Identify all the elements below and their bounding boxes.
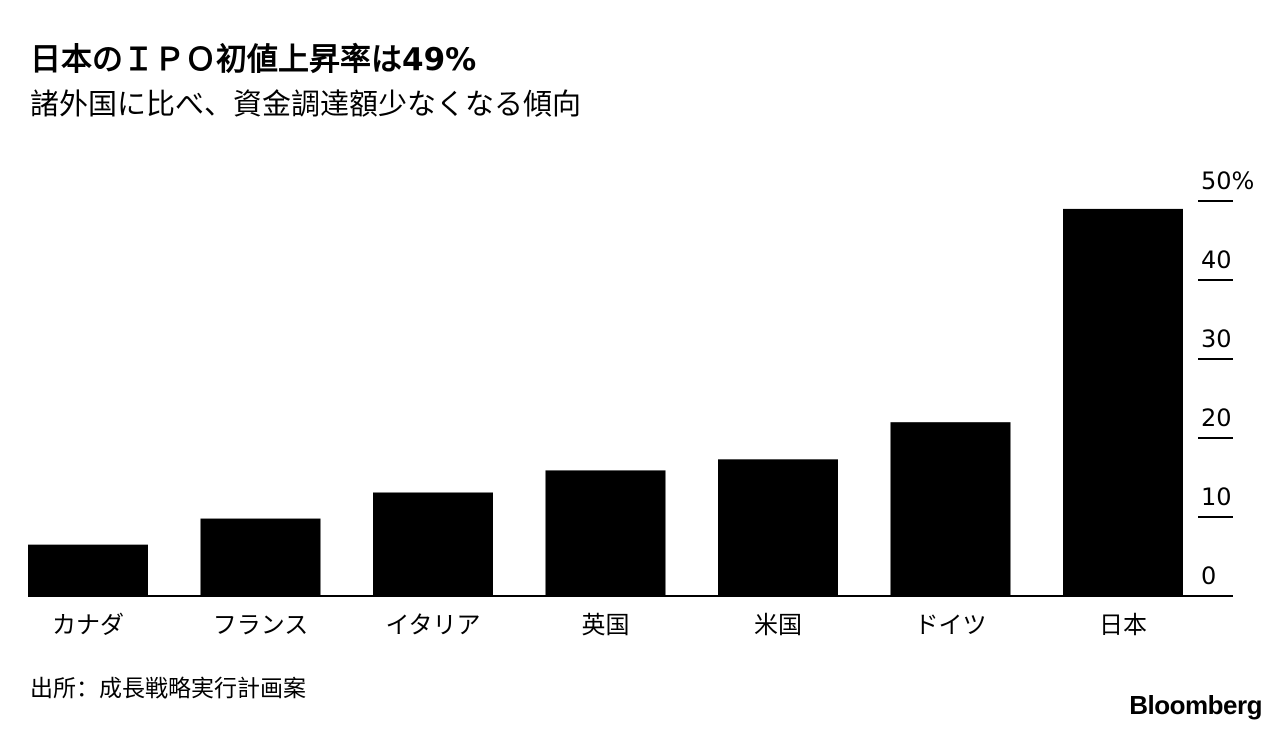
bar xyxy=(890,422,1011,596)
y-tick-label: 50% xyxy=(1201,167,1254,195)
y-tick-label: 30 xyxy=(1201,325,1232,353)
bloomberg-logo: Bloomberg xyxy=(1129,690,1262,720)
y-tick-label: 20 xyxy=(1201,404,1232,432)
x-tick-label: カナダ xyxy=(52,611,124,639)
bar xyxy=(373,492,493,596)
source-note: 出所：成長戦略実行計画案 xyxy=(30,676,306,702)
x-tick-label: イタリア xyxy=(385,611,480,639)
y-axis: 0 10 20 30 40 50% xyxy=(1198,167,1254,590)
bar xyxy=(545,470,666,596)
x-axis-labels: カナダ フランス イタリア 英国 米国 ドイツ 日本 xyxy=(52,611,1147,639)
chart-title: 日本のＩＰＯ初値上昇率は49% xyxy=(30,42,477,78)
y-tick-label: 40 xyxy=(1201,246,1232,274)
chart-subtitle: 諸外国に比べ、資金調達額少なくなる傾向 xyxy=(30,87,582,121)
x-tick-label: 英国 xyxy=(582,611,630,639)
x-tick-label: フランス xyxy=(213,611,309,639)
x-tick-label: 米国 xyxy=(754,611,802,639)
bars-group xyxy=(28,208,1183,596)
bar xyxy=(28,544,148,596)
x-tick-label: 日本 xyxy=(1099,611,1147,639)
bar xyxy=(1063,208,1183,596)
y-tick-label: 10 xyxy=(1201,483,1232,511)
x-tick-label: ドイツ xyxy=(915,611,987,639)
bar xyxy=(200,518,321,596)
bar xyxy=(718,459,838,596)
y-tick-label: 0 xyxy=(1201,562,1216,590)
